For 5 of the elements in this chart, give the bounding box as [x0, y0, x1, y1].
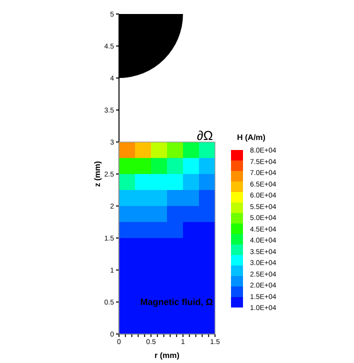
annotation: Magnetic fluid, Ω: [140, 297, 213, 308]
color-bar-title: H (A/m): [237, 133, 266, 142]
x-axis-title: r (mm): [154, 351, 180, 360]
y-axis-title: z (mm): [92, 160, 102, 187]
annotation: ∂Ω: [196, 128, 214, 143]
